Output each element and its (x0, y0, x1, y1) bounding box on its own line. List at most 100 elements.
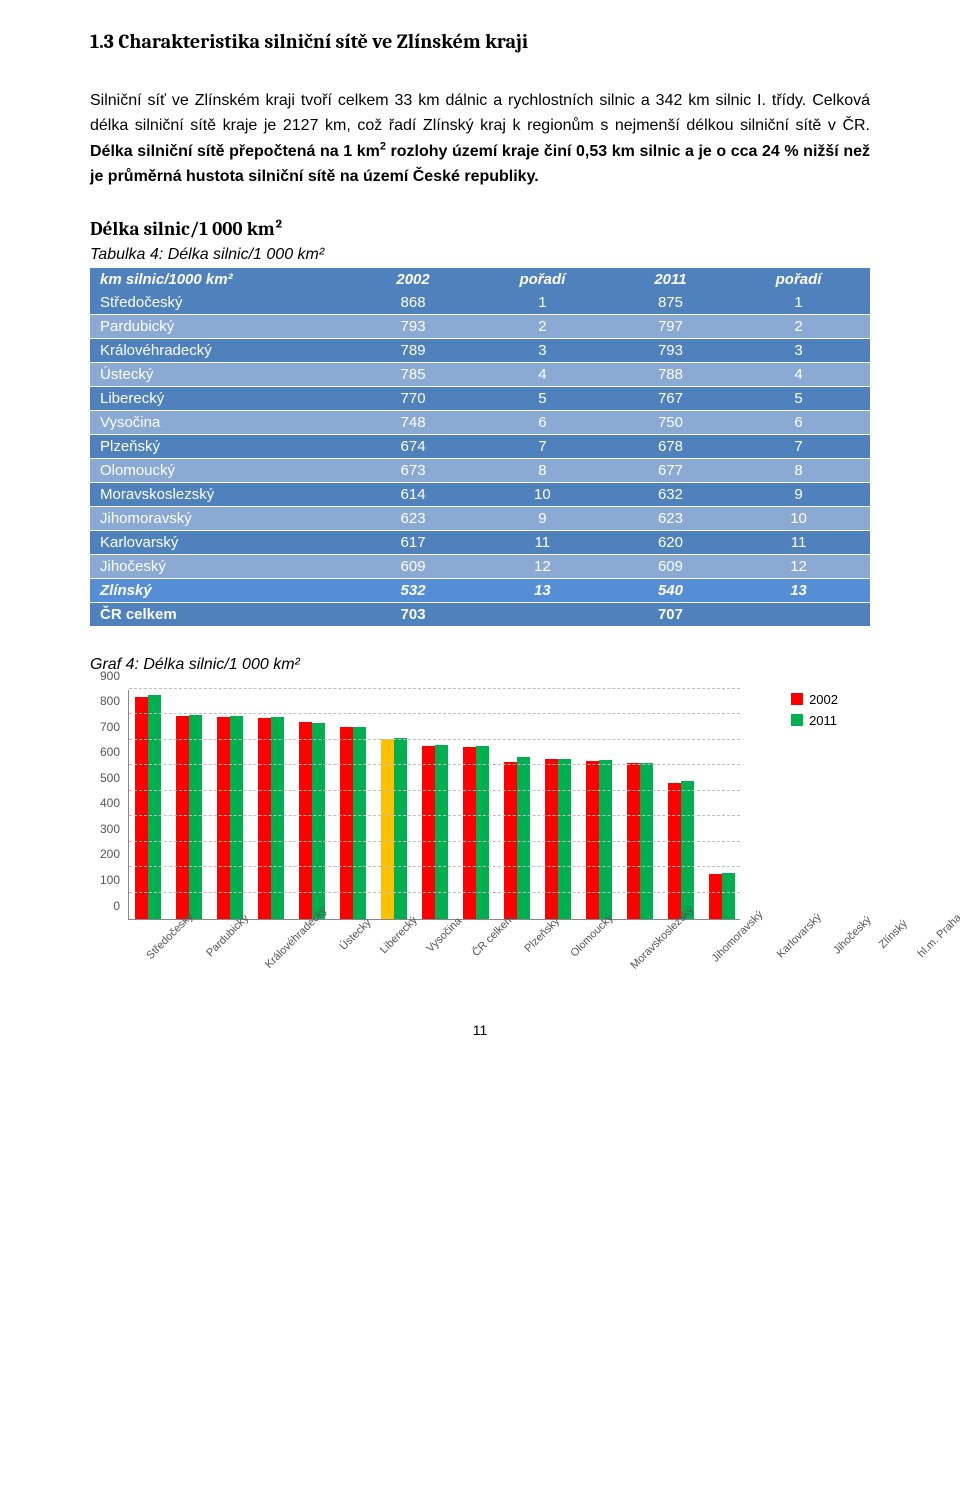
rank-2002: 10 (471, 482, 614, 506)
bar-2011 (353, 727, 366, 919)
value-2002: 748 (355, 410, 471, 434)
para-bold-2: rozlohy území kraje činí 0,53 km silnic … (386, 143, 698, 160)
bar-2002 (299, 722, 312, 919)
legend-label-2002: 2002 (809, 692, 838, 707)
bar-chart: 0100200300400500600700800900 2002 2011 S… (80, 682, 850, 992)
region-cell: Královéhradecký (90, 338, 355, 362)
rank-2002: 8 (471, 458, 614, 482)
y-tick-label: 0 (113, 899, 120, 913)
rank-2011: 9 (727, 482, 870, 506)
bar-groups (129, 690, 740, 919)
gridline (129, 790, 740, 791)
rank-2011: 13 (727, 578, 870, 602)
region-cell: Jihočeský (90, 554, 355, 578)
bar-pair (541, 759, 574, 918)
bar-pair (336, 727, 369, 919)
table-row: Ústecký78547884 (90, 362, 870, 386)
region-cell: Liberecký (90, 386, 355, 410)
bar-2011 (148, 695, 161, 919)
x-axis-labels: StředočeskýPardubickýKrálovéhradeckýÚste… (128, 922, 740, 994)
value-2011: 875 (614, 291, 727, 315)
value-2002: 673 (355, 458, 471, 482)
y-tick-label: 100 (100, 873, 120, 887)
rank-2002: 9 (471, 506, 614, 530)
plot-area (128, 690, 740, 920)
table-header-row: km silnic/1000 km² 2002 pořadí 2011 pořa… (90, 268, 870, 291)
table-row: Středočeský86818751 (90, 291, 870, 315)
value-2002: 623 (355, 506, 471, 530)
bar-2011 (599, 760, 612, 918)
rank-2011: 4 (727, 362, 870, 386)
y-tick-label: 400 (100, 796, 120, 810)
value-2011: 707 (614, 602, 727, 626)
bar-2002 (340, 727, 353, 918)
th-rank-2002: pořadí (471, 268, 614, 291)
rank-2002: 6 (471, 410, 614, 434)
para-bold-1: Délka silniční sítě přepočtená na 1 km (90, 143, 380, 160)
value-2011: 678 (614, 434, 727, 458)
y-tick-label: 600 (100, 745, 120, 759)
bar-pair (295, 722, 328, 919)
chart-caption: Graf 4: Délka silnic/1 000 km² (90, 656, 870, 674)
rank-2002: 2 (471, 314, 614, 338)
bar-pair (254, 717, 287, 918)
value-2002: 770 (355, 386, 471, 410)
region-cell: Jihomoravský (90, 506, 355, 530)
table-row: Pardubický79327972 (90, 314, 870, 338)
y-tick-label: 900 (100, 669, 120, 683)
bar-pair (213, 716, 246, 919)
rank-2011: 1 (727, 291, 870, 315)
region-cell: Pardubický (90, 314, 355, 338)
value-2011: 540 (614, 578, 727, 602)
table-row: Jihomoravský623962310 (90, 506, 870, 530)
table-row: Liberecký77057675 (90, 386, 870, 410)
gridline (129, 739, 740, 740)
table-row: Plzeňský67476787 (90, 434, 870, 458)
bar-2011 (271, 717, 284, 918)
bar-pair (500, 757, 533, 919)
bar-2002 (709, 874, 722, 919)
value-2002: 789 (355, 338, 471, 362)
value-2002: 868 (355, 291, 471, 315)
rank-2002: 13 (471, 578, 614, 602)
bar-2002 (135, 697, 148, 919)
bar-2011 (230, 716, 243, 919)
y-tick-label: 800 (100, 694, 120, 708)
table-row-total: ČR celkem703707 (90, 602, 870, 626)
th-region: km silnic/1000 km² (90, 268, 355, 291)
rank-2011: 8 (727, 458, 870, 482)
para-text: Silniční síť ve Zlínském kraji tvoří cel… (90, 92, 870, 134)
gridline (129, 713, 740, 714)
rank-2002: 12 (471, 554, 614, 578)
table-row: Karlovarský6171162011 (90, 530, 870, 554)
region-cell: Zlínský (90, 578, 355, 602)
th-2011: 2011 (614, 268, 727, 291)
bar-pair (582, 760, 615, 918)
value-2002: 532 (355, 578, 471, 602)
rank-2011: 10 (727, 506, 870, 530)
rank-2011: 7 (727, 434, 870, 458)
value-2002: 785 (355, 362, 471, 386)
y-tick-label: 300 (100, 822, 120, 836)
value-2002: 614 (355, 482, 471, 506)
bar-2011 (558, 759, 571, 918)
rank-2011: 5 (727, 386, 870, 410)
bar-2002 (668, 783, 681, 919)
gridline (129, 764, 740, 765)
th-2002: 2002 (355, 268, 471, 291)
region-cell: Vysočina (90, 410, 355, 434)
value-2011: 623 (614, 506, 727, 530)
gridline (129, 892, 740, 893)
bar-2011 (722, 873, 735, 919)
legend-swatch-2011 (791, 714, 803, 726)
legend-item-2011: 2011 (791, 713, 838, 728)
rank-2002: 7 (471, 434, 614, 458)
bar-2011 (189, 715, 202, 919)
region-cell: Karlovarský (90, 530, 355, 554)
region-cell: Moravskoslezský (90, 482, 355, 506)
chart-legend: 2002 2011 (791, 692, 838, 734)
rank-2002: 5 (471, 386, 614, 410)
value-2011: 620 (614, 530, 727, 554)
para-bold: Délka silniční sítě přepočtená na 1 km2 … (90, 143, 870, 185)
bar-2002 (586, 761, 599, 919)
